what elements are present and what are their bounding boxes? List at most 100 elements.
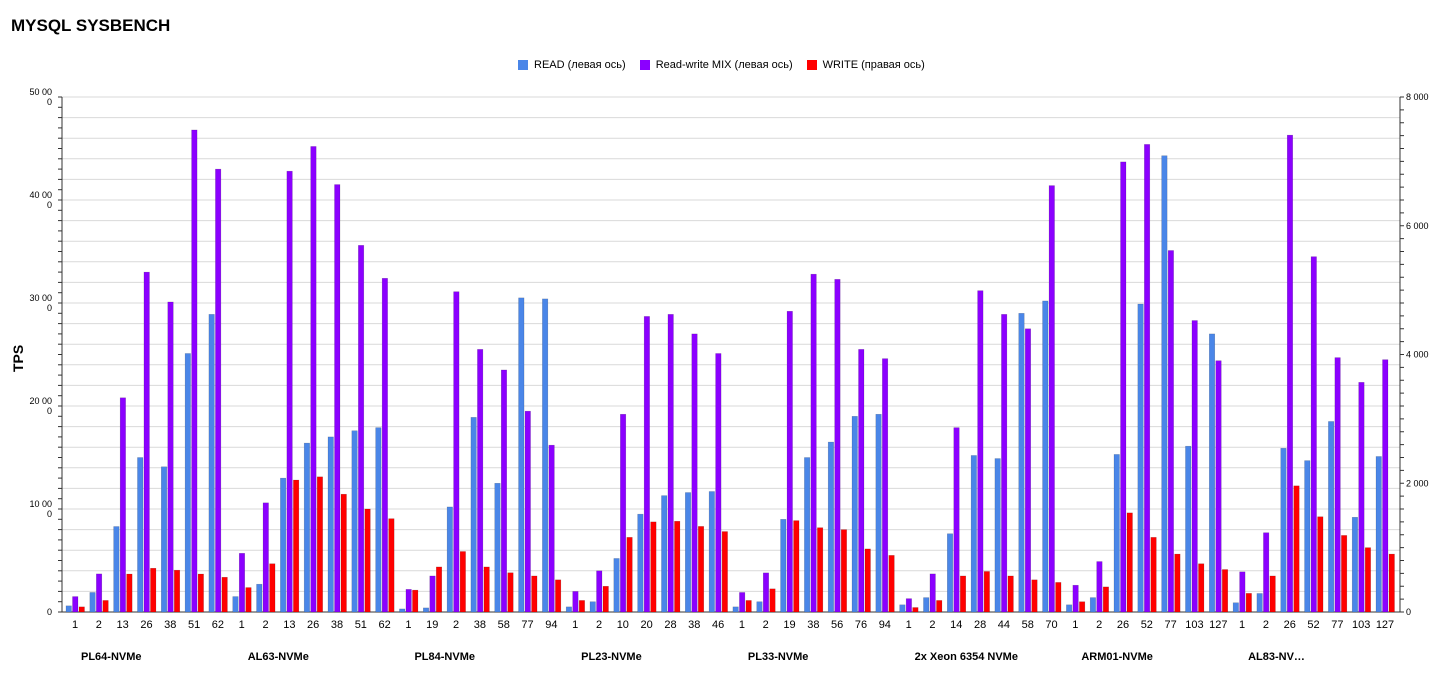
x-tick-label: 58 <box>498 619 510 631</box>
bar-mix <box>882 358 889 613</box>
x-tick-label: 127 <box>1209 619 1227 631</box>
bar-write <box>793 520 800 613</box>
bar-write <box>1150 537 1157 613</box>
bar-write <box>293 479 300 613</box>
bar-read <box>1018 313 1025 613</box>
bar-read <box>137 457 144 613</box>
bar-write <box>340 493 347 613</box>
bar-write <box>578 600 585 613</box>
bar-write <box>960 575 967 613</box>
bar-read <box>1089 597 1096 613</box>
x-tick-label: 56 <box>831 619 843 631</box>
x-tick-label: 38 <box>688 619 700 631</box>
bar-write <box>817 527 824 613</box>
bar-read <box>637 513 644 613</box>
bar-write <box>388 518 395 613</box>
legend-swatch-read <box>518 60 528 70</box>
x-tick-label: 52 <box>1307 619 1319 631</box>
bar-mix <box>334 184 341 613</box>
bar-mix <box>1048 185 1055 613</box>
y-tick-label-left: 40 00 <box>29 190 52 200</box>
bar-mix <box>715 353 722 613</box>
bar-write <box>150 567 157 613</box>
bar-read <box>1185 445 1192 613</box>
bar-mix <box>953 427 960 613</box>
bar-mix <box>1334 357 1341 613</box>
x-tick-label: 13 <box>117 619 129 631</box>
bar-mix <box>1072 584 1079 613</box>
bar-read <box>161 466 168 613</box>
bar-read <box>327 436 334 613</box>
bar-read <box>756 601 763 613</box>
bar-read <box>708 491 715 613</box>
x-tick-label: 46 <box>712 619 724 631</box>
x-tick-label: 1 <box>405 619 411 631</box>
group-label: AL83-NV… <box>1248 651 1305 663</box>
bar-mix <box>167 301 174 613</box>
bar-write <box>1031 579 1038 613</box>
bar-write <box>1198 563 1205 613</box>
bar-write <box>1222 569 1229 613</box>
x-tick-label: 103 <box>1185 619 1203 631</box>
group-label: PL64-NVMe <box>81 651 142 663</box>
bar-write <box>936 600 943 613</box>
bar-read <box>399 608 406 613</box>
bar-mix <box>548 444 555 613</box>
bar-write <box>126 573 133 613</box>
bar-mix <box>429 575 436 613</box>
legend-item-write[interactable]: WRITE (правая ось) <box>806 59 925 71</box>
bar-write <box>626 537 633 613</box>
x-tick-label: 2 <box>929 619 935 631</box>
x-tick-label: 28 <box>664 619 676 631</box>
bar-write <box>840 529 847 613</box>
bar-read <box>661 495 668 613</box>
x-tick-label: 76 <box>855 619 867 631</box>
x-tick-label: 1 <box>1239 619 1245 631</box>
y-tick-label-left: 0 <box>47 200 52 210</box>
bar-read <box>232 596 239 613</box>
bar-write <box>269 563 276 613</box>
bar-read <box>589 601 596 613</box>
bar-read <box>351 430 358 613</box>
bar-mix <box>834 279 841 613</box>
bar-mix <box>786 310 793 613</box>
bar-mix <box>1096 561 1103 613</box>
bar-write <box>174 569 181 613</box>
bar-read <box>1113 454 1120 613</box>
bar-write <box>1007 575 1014 613</box>
bar-write <box>912 607 919 613</box>
bar-read <box>875 413 882 613</box>
bar-read <box>113 526 120 613</box>
y-tick-label-left: 30 00 <box>29 293 52 303</box>
bar-mix <box>310 146 317 613</box>
bar-mix <box>191 129 198 613</box>
bar-read <box>303 442 310 613</box>
bar-mix <box>1382 359 1389 613</box>
x-tick-label: 26 <box>1284 619 1296 631</box>
bar-mix <box>905 598 912 613</box>
bar-write <box>983 571 990 613</box>
x-tick-label: 62 <box>379 619 391 631</box>
bar-write <box>507 572 514 613</box>
bar-mix <box>667 314 674 613</box>
bar-read <box>1042 300 1049 613</box>
legend-swatch-mix <box>639 60 650 70</box>
bar-mix <box>1191 320 1198 613</box>
legend-item-read[interactable]: READ (левая ось) <box>518 59 626 71</box>
bar-mix <box>1358 382 1365 613</box>
bar-read <box>1137 303 1144 613</box>
bar-read <box>1066 604 1073 613</box>
bar-write <box>459 551 466 613</box>
x-tick-label: 77 <box>521 619 533 631</box>
x-tick-label: 2 <box>596 619 602 631</box>
x-tick-label: 52 <box>1141 619 1153 631</box>
legend-label-write: WRITE (правая ось) <box>822 59 925 71</box>
bar-mix <box>405 589 412 613</box>
x-tick-label: 1 <box>739 619 745 631</box>
y-tick-label-left: 0 <box>47 509 52 519</box>
x-tick-label: 51 <box>355 619 367 631</box>
bar-read <box>256 583 263 613</box>
legend-item-mix[interactable]: Read-write MIX (левая ось) <box>639 59 793 71</box>
bar-read <box>542 298 549 613</box>
